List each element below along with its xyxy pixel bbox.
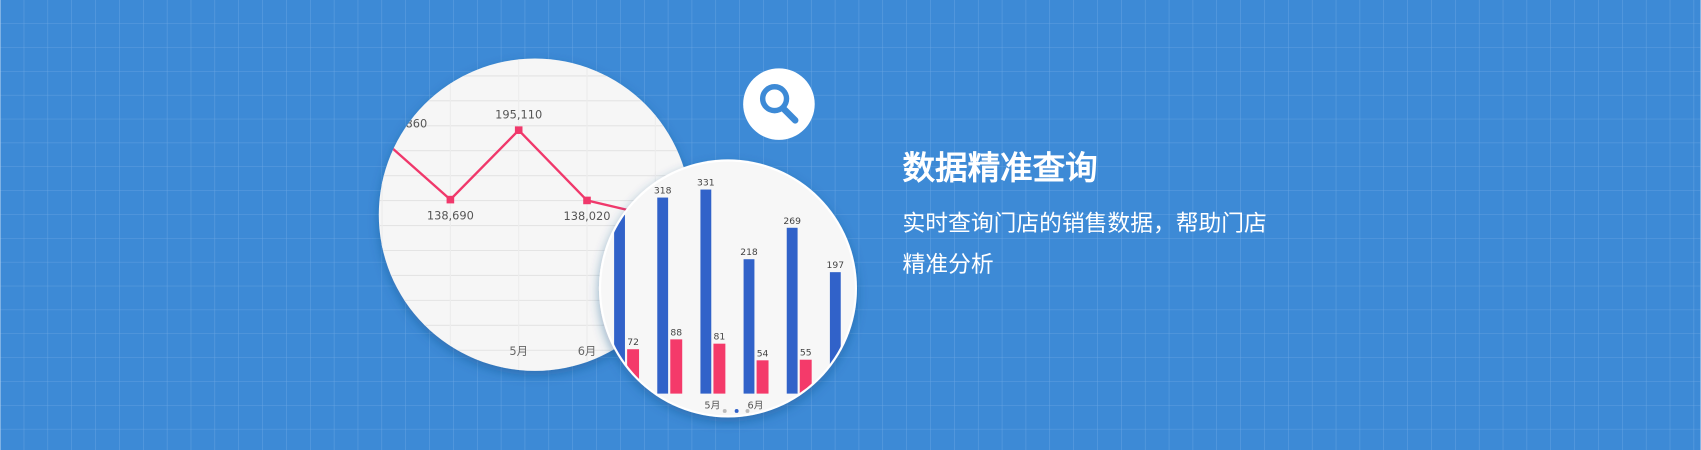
value-label: 55 [800,348,812,359]
value-label: 138,690 [427,208,474,222]
value-label: 72 [627,337,639,348]
value-label: 54 [757,348,769,359]
bar [786,227,798,394]
x-tick-label: 6月 [578,344,597,358]
bar [700,189,712,394]
bar [743,259,755,394]
heading: 数据精准查询 [903,149,1098,187]
x-tick-label: 5月 [704,400,720,412]
description: 精准分析 [903,252,994,278]
value-label: 269 [783,216,801,227]
bar [799,359,812,394]
description: 实时查询门店的销售数据，帮助门店 [903,211,1267,237]
value-label: 81 [714,332,726,343]
page-dot [734,409,739,413]
point [514,126,523,134]
bar [614,214,625,394]
x-tick-label: 6月 [748,400,764,412]
value-label: 195,110 [495,107,542,121]
point [583,196,591,205]
bar [713,343,726,394]
bar [829,272,841,394]
value-label: 197 [827,260,845,271]
bar [756,360,769,394]
bar [627,349,640,394]
bar [670,339,683,394]
x-tick-label: 5月 [509,344,528,358]
bar-chart-bg [601,161,855,416]
page-dot [722,409,727,413]
value-label: 218 [740,247,758,258]
point [446,195,455,204]
value-label: 138,020 [563,209,610,223]
bar [657,197,669,394]
value-label: 331 [697,178,715,189]
value-label: 88 [670,327,682,338]
bar-chart: 72 318 88 331 81 5月 218 54 6月 269 55 197 [601,161,855,416]
search-icon [743,68,815,140]
value-label: 318 [654,186,672,197]
page-dot [745,409,750,413]
